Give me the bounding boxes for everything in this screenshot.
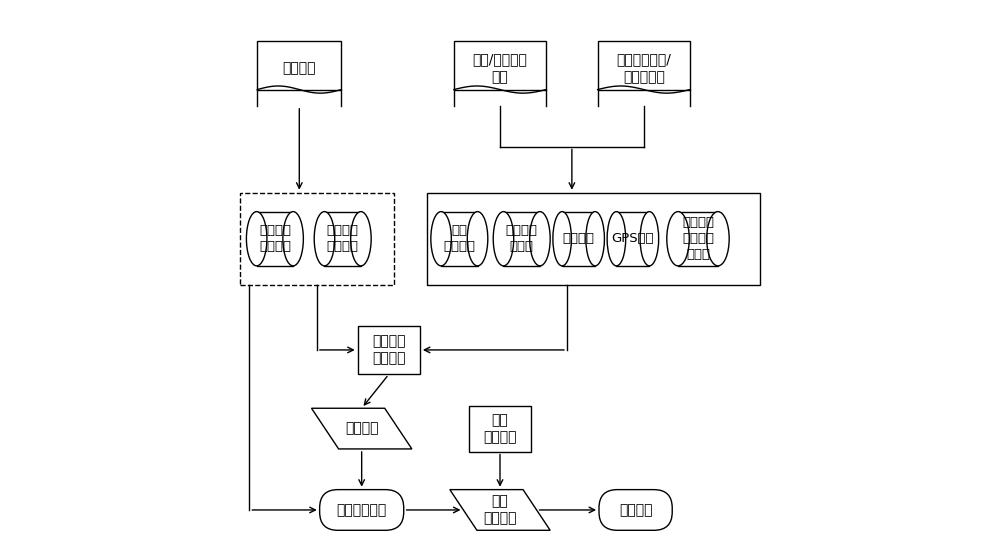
FancyBboxPatch shape xyxy=(599,489,672,530)
Polygon shape xyxy=(616,212,649,266)
Ellipse shape xyxy=(667,212,689,266)
Text: 场地/大气同步
观测: 场地/大气同步 观测 xyxy=(473,53,527,84)
Ellipse shape xyxy=(283,212,303,266)
Ellipse shape xyxy=(640,212,659,266)
Text: 陆表发射
率数据: 陆表发射 率数据 xyxy=(506,224,538,253)
Ellipse shape xyxy=(246,212,267,266)
Ellipse shape xyxy=(493,212,514,266)
FancyBboxPatch shape xyxy=(358,326,420,374)
Polygon shape xyxy=(562,212,595,266)
FancyBboxPatch shape xyxy=(320,489,404,530)
Text: 大气辐射
传输模拟: 大气辐射 传输模拟 xyxy=(372,334,406,366)
Ellipse shape xyxy=(467,212,488,266)
Polygon shape xyxy=(312,408,412,449)
Text: 日地
距离计算: 日地 距离计算 xyxy=(483,413,517,444)
Polygon shape xyxy=(450,489,550,530)
Text: 卫星观测
成像数据: 卫星观测 成像数据 xyxy=(259,224,291,253)
Text: 定标结果: 定标结果 xyxy=(619,503,652,517)
Ellipse shape xyxy=(351,212,371,266)
Ellipse shape xyxy=(530,212,550,266)
Ellipse shape xyxy=(431,212,451,266)
Text: GPS数据: GPS数据 xyxy=(612,232,654,246)
Polygon shape xyxy=(324,212,361,266)
Text: 大气
观测数据: 大气 观测数据 xyxy=(443,224,475,253)
Text: 基础定标系数: 基础定标系数 xyxy=(337,503,387,517)
Polygon shape xyxy=(257,212,293,266)
Polygon shape xyxy=(678,212,718,266)
Text: 卫传感器
光谱迺照
度数据: 卫传感器 光谱迺照 度数据 xyxy=(682,216,714,261)
Ellipse shape xyxy=(586,212,604,266)
Text: 日地
距离订正: 日地 距离订正 xyxy=(483,494,517,526)
Polygon shape xyxy=(441,212,478,266)
Polygon shape xyxy=(598,41,690,89)
FancyBboxPatch shape xyxy=(469,406,531,452)
Ellipse shape xyxy=(553,212,571,266)
Polygon shape xyxy=(454,41,546,89)
Ellipse shape xyxy=(707,212,729,266)
Polygon shape xyxy=(257,41,341,89)
Text: 探空数据: 探空数据 xyxy=(563,232,595,246)
Ellipse shape xyxy=(314,212,335,266)
Polygon shape xyxy=(503,212,540,266)
Text: 太阳光谱实时/
准实时数据: 太阳光谱实时/ 准实时数据 xyxy=(616,53,671,84)
Text: 模拟结果: 模拟结果 xyxy=(345,421,378,436)
Text: 卫星观测
几何数据: 卫星观测 几何数据 xyxy=(327,224,359,253)
Text: 卫星观测: 卫星观测 xyxy=(283,61,316,75)
Ellipse shape xyxy=(607,212,626,266)
